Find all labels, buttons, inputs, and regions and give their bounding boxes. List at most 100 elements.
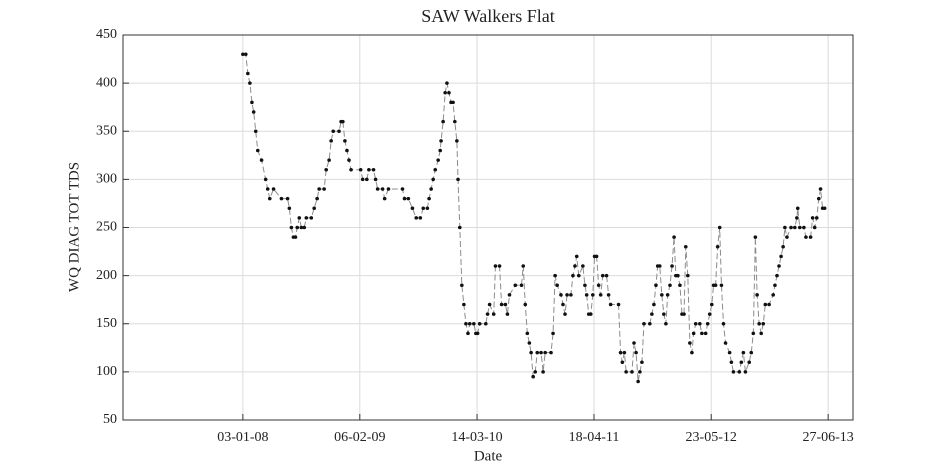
data-point — [719, 283, 724, 288]
data-point — [519, 283, 524, 288]
data-point — [309, 216, 314, 220]
data-point — [576, 273, 581, 278]
data-point — [665, 293, 670, 297]
y-tick-label: 50 — [103, 412, 117, 427]
data-point — [781, 244, 785, 249]
x-tick-label: 14-03-10 — [451, 430, 502, 445]
data-point — [551, 331, 555, 336]
data-point — [703, 331, 708, 336]
data-point — [682, 312, 686, 316]
data-point — [467, 321, 472, 326]
data-point — [455, 139, 459, 143]
data-point — [731, 370, 736, 374]
data-point — [443, 90, 447, 95]
data-point — [713, 283, 718, 288]
data-point — [657, 264, 662, 268]
data-point — [789, 225, 793, 230]
data-point — [503, 302, 508, 307]
data-point — [299, 225, 304, 230]
data-point — [783, 225, 787, 230]
data-point — [271, 187, 276, 191]
data-point — [561, 302, 565, 307]
data-point — [484, 321, 488, 326]
data-point — [810, 216, 815, 220]
data-point — [360, 177, 365, 182]
data-point — [535, 350, 540, 355]
data-point — [797, 225, 802, 230]
data-point — [604, 273, 609, 278]
data-point — [402, 196, 407, 201]
data-point — [295, 225, 300, 230]
data-point — [584, 293, 589, 297]
data-point — [761, 321, 766, 326]
data-point — [251, 110, 256, 114]
data-point — [491, 312, 496, 316]
data-point — [525, 331, 530, 336]
data-point — [297, 216, 302, 220]
data-point — [358, 167, 363, 172]
data-point — [600, 273, 605, 278]
data-point — [664, 321, 668, 326]
y-tick-label: 400 — [96, 75, 117, 90]
data-point — [436, 158, 440, 162]
data-point — [497, 264, 502, 268]
data-point — [410, 206, 415, 211]
x-axis-label: Date — [474, 448, 503, 464]
data-point — [686, 273, 690, 278]
data-point — [591, 293, 595, 297]
data-point — [729, 360, 734, 365]
y-tick-label: 450 — [96, 27, 117, 42]
data-point — [329, 139, 333, 143]
data-point — [698, 321, 702, 326]
data-point — [588, 312, 593, 316]
data-point — [549, 350, 553, 355]
data-point — [569, 293, 573, 297]
data-point — [521, 264, 526, 268]
data-point — [598, 293, 603, 297]
data-point — [513, 283, 518, 288]
data-point — [755, 293, 759, 297]
data-point — [581, 264, 585, 268]
data-point — [802, 225, 806, 230]
data-point — [749, 350, 754, 355]
data-point — [555, 283, 559, 288]
data-point — [721, 321, 726, 326]
data-point — [640, 360, 644, 365]
data-point — [553, 273, 557, 278]
data-point — [464, 321, 468, 326]
data-point — [246, 71, 250, 76]
data-point — [433, 167, 438, 172]
data-point — [462, 302, 466, 307]
data-point — [267, 196, 272, 201]
plot-data — [241, 52, 827, 384]
data-point — [690, 350, 694, 355]
data-point — [660, 293, 664, 297]
data-point — [759, 331, 764, 336]
data-point — [438, 148, 443, 153]
data-point — [345, 148, 349, 153]
data-point — [616, 302, 621, 307]
data-point — [608, 302, 613, 307]
data-point — [331, 129, 336, 134]
data-point — [327, 158, 331, 162]
data-point — [445, 81, 449, 85]
data-point — [700, 331, 704, 336]
data-point — [279, 196, 284, 201]
y-tick-label: 200 — [96, 268, 117, 283]
grid — [123, 34, 853, 421]
data-point — [241, 52, 245, 57]
data-point — [477, 321, 482, 326]
data-point — [255, 148, 260, 153]
data-point — [771, 293, 775, 297]
data-point — [349, 167, 353, 172]
data-point — [743, 370, 748, 374]
data-point — [456, 177, 460, 182]
data-point — [573, 264, 577, 268]
data-point — [293, 235, 298, 239]
y-tick-label: 250 — [96, 220, 117, 235]
data-point — [691, 331, 696, 336]
x-tick-label: 23-05-12 — [686, 430, 737, 445]
data-point — [723, 341, 728, 345]
data-point — [818, 187, 823, 191]
